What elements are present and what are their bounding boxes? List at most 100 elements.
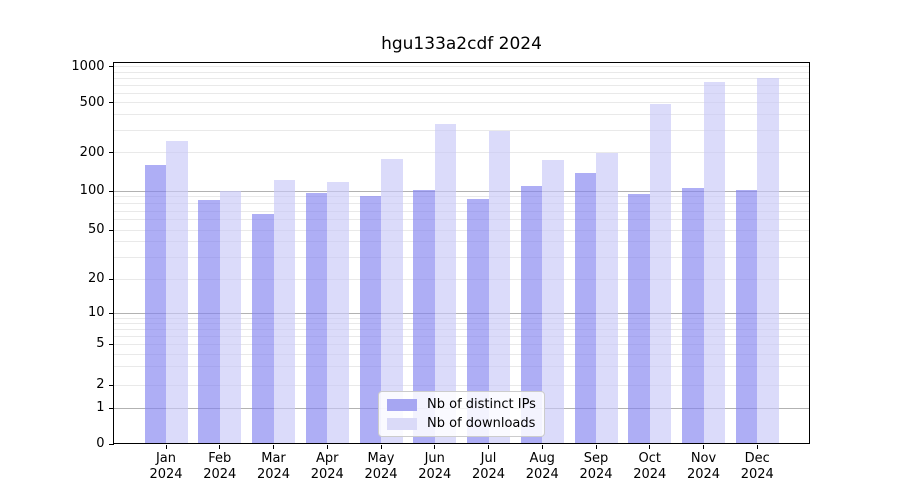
- minor-gridline: [113, 229, 810, 231]
- x-tick-label: Mar 2024: [256, 451, 291, 482]
- y-tick-mark: [108, 312, 114, 314]
- legend-swatch-distinct-ips-icon: [387, 398, 417, 411]
- bar-distinct-ips: [144, 165, 166, 444]
- x-tick-label: Apr 2024: [310, 451, 344, 482]
- x-tick-mark: [488, 444, 489, 449]
- y-tick-mark: [108, 443, 114, 445]
- bar-downloads: [757, 77, 779, 444]
- major-gridline: [113, 312, 810, 314]
- x-tick-label: Jul 2024: [471, 451, 506, 482]
- minor-gridline: [113, 203, 810, 205]
- bar-downloads: [219, 191, 242, 444]
- bar-downloads: [703, 82, 725, 444]
- minor-gridline: [113, 84, 810, 86]
- y-tick-label: 20: [87, 271, 105, 286]
- minor-gridline: [113, 328, 810, 330]
- bar-downloads: [381, 158, 403, 444]
- x-tick-label: Nov 2024: [686, 451, 721, 482]
- y-tick-label: 2: [96, 377, 105, 392]
- minor-gridline: [113, 322, 810, 324]
- x-tick-mark: [380, 444, 382, 449]
- minor-gridline: [113, 335, 810, 337]
- legend-label-downloads: Nb of downloads: [427, 415, 536, 431]
- y-tick-mark: [108, 343, 114, 345]
- bar-distinct-ips: [359, 195, 381, 444]
- legend-item-downloads: Nb of downloads: [387, 415, 536, 431]
- bar-distinct-ips: [682, 188, 704, 444]
- bar-distinct-ips: [467, 198, 489, 444]
- legend-label-distinct-ips: Nb of distinct IPs: [427, 396, 536, 412]
- y-tick-mark: [108, 407, 114, 409]
- legend: Nb of distinct IPs Nb of downloads: [378, 391, 545, 437]
- minor-gridline: [113, 366, 810, 368]
- x-tick-label: May 2024: [364, 451, 398, 482]
- x-tick-mark: [326, 444, 328, 449]
- y-tick-label: 5: [96, 336, 105, 352]
- minor-gridline: [113, 196, 810, 198]
- bar-downloads: [327, 181, 349, 444]
- bar-distinct-ips: [252, 213, 274, 444]
- minor-gridline: [113, 384, 810, 386]
- x-tick-label: Sep 2024: [579, 451, 613, 482]
- x-tick-label: Aug 2024: [525, 451, 559, 482]
- bar-downloads: [273, 180, 295, 444]
- minor-gridline: [113, 219, 810, 221]
- x-tick-label: Dec 2024: [740, 451, 774, 482]
- x-tick-mark: [434, 444, 436, 449]
- bar-downloads: [166, 140, 188, 444]
- x-tick-mark: [219, 444, 221, 449]
- y-tick-mark: [108, 278, 114, 280]
- minor-gridline: [113, 152, 810, 154]
- x-tick-mark: [756, 444, 758, 449]
- bar-downloads: [649, 104, 672, 444]
- minor-gridline: [113, 343, 810, 345]
- minor-gridline: [113, 241, 810, 243]
- bar-distinct-ips: [628, 193, 650, 444]
- x-tick-mark: [595, 444, 597, 449]
- y-tick-label: 100: [79, 183, 105, 198]
- bar-distinct-ips: [520, 185, 543, 444]
- y-tick-label: 1: [96, 400, 105, 415]
- bar-distinct-ips: [305, 192, 328, 444]
- y-tick-label: 0: [96, 436, 105, 451]
- y-tick-mark: [108, 66, 114, 68]
- bar-distinct-ips: [574, 173, 596, 444]
- x-tick-label: Jun 2024: [418, 451, 452, 482]
- bar-distinct-ips: [735, 189, 758, 444]
- minor-gridline: [113, 66, 810, 68]
- x-tick-mark: [649, 444, 651, 449]
- minor-gridline: [113, 92, 810, 94]
- y-tick-label: 10: [87, 305, 105, 321]
- minor-gridline: [113, 114, 810, 116]
- minor-gridline: [113, 210, 810, 212]
- minor-gridline: [113, 102, 810, 104]
- x-tick-mark: [541, 444, 543, 449]
- major-gridline: [113, 190, 810, 192]
- x-tick-mark: [703, 444, 704, 449]
- x-tick-mark: [165, 444, 167, 449]
- minor-gridline: [113, 317, 810, 319]
- bar-downloads: [596, 152, 618, 444]
- bar-downloads: [488, 130, 510, 444]
- minor-gridline: [113, 71, 810, 73]
- y-tick-label: 50: [87, 222, 105, 237]
- y-tick-mark: [108, 384, 114, 386]
- bar-distinct-ips: [413, 190, 435, 444]
- y-tick-mark: [108, 102, 114, 104]
- minor-gridline: [113, 256, 810, 258]
- bar-downloads: [434, 124, 457, 444]
- y-tick-label: 200: [79, 144, 105, 160]
- x-tick-label: Feb 2024: [203, 451, 237, 482]
- minor-gridline: [113, 353, 810, 355]
- legend-item-distinct-ips: Nb of distinct IPs: [387, 396, 536, 412]
- y-tick-mark: [108, 190, 114, 192]
- minor-gridline: [113, 130, 810, 132]
- x-tick-mark: [273, 444, 274, 449]
- minor-gridline: [113, 77, 810, 79]
- x-tick-label: Oct 2024: [633, 451, 667, 482]
- bar-downloads: [542, 159, 564, 444]
- legend-swatch-downloads-icon: [387, 417, 417, 430]
- y-tick-label: 1000: [71, 58, 105, 74]
- minor-gridline: [113, 278, 810, 280]
